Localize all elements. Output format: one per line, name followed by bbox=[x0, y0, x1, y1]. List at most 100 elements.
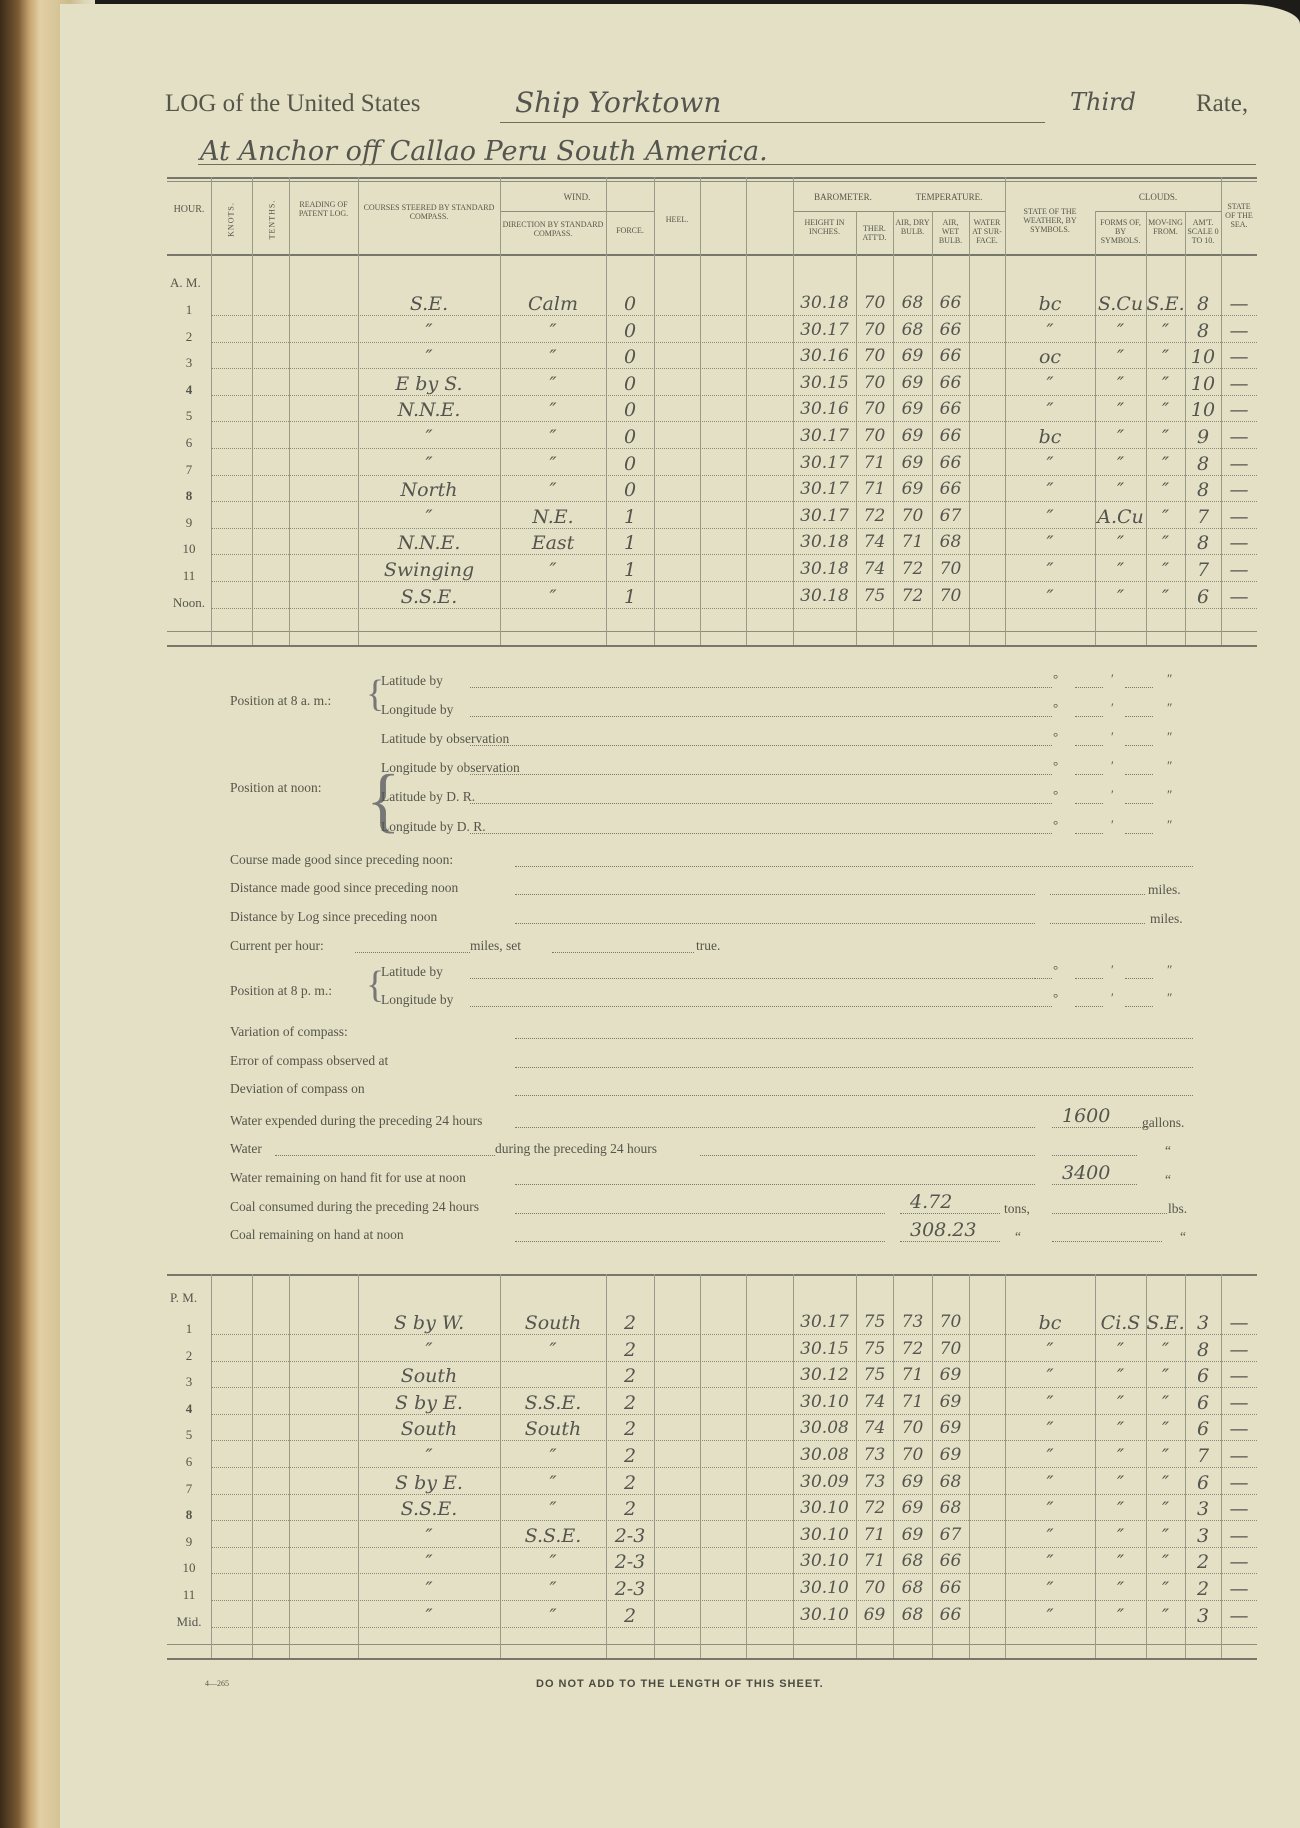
table-top-rule bbox=[167, 1274, 1257, 1276]
column-divider bbox=[932, 211, 933, 645]
form-label: during the preceding 24 hours bbox=[495, 1141, 657, 1156]
cell-dry: 69 bbox=[901, 452, 924, 473]
column-divider bbox=[856, 211, 857, 645]
log-page bbox=[60, 4, 1300, 1828]
cell-courses: S by W. bbox=[393, 1312, 465, 1334]
unit-mark: ″ bbox=[1167, 990, 1173, 1005]
hour-label: Noon. bbox=[172, 594, 206, 610]
cell-amount: 6 bbox=[1196, 1418, 1210, 1441]
cell-wind-direction: ″ bbox=[549, 372, 557, 395]
form-label: Course made good since preceding noon: bbox=[230, 852, 454, 867]
value-blank bbox=[1052, 1241, 1162, 1242]
value-blank bbox=[1035, 1006, 1052, 1007]
value-blank bbox=[900, 1241, 1000, 1242]
dotted-rule bbox=[515, 1241, 885, 1242]
cell-ther: 75 bbox=[863, 1312, 886, 1332]
column-header-water-surface: Water at Sur-face. bbox=[972, 218, 1002, 245]
dotted-rule bbox=[470, 803, 1035, 804]
column-divider bbox=[252, 1274, 253, 1658]
cell-dry: 70 bbox=[901, 505, 924, 526]
row-rule bbox=[211, 368, 1257, 370]
column-header-cloud-moving: Mov-ing from. bbox=[1148, 218, 1183, 236]
cell-moving: ″ bbox=[1161, 452, 1170, 475]
cell-amount: 6 bbox=[1196, 585, 1210, 608]
unit-label: lbs. bbox=[1168, 1201, 1188, 1216]
cell-ther: 72 bbox=[863, 1498, 886, 1519]
cell-weather: ″ bbox=[1046, 585, 1054, 608]
cell-ther: 74 bbox=[863, 1418, 886, 1439]
unit-mark: ″ bbox=[1167, 817, 1173, 832]
cell-ther: 74 bbox=[863, 1391, 886, 1412]
cell-courses: S.S.E. bbox=[400, 1498, 458, 1521]
cell-wind-direction: ″ bbox=[549, 426, 557, 448]
cell-forms: ″ bbox=[1116, 426, 1125, 448]
cell-sea: — bbox=[1229, 346, 1249, 369]
cell-weather: ″ bbox=[1046, 559, 1054, 581]
cell-wet: 66 bbox=[939, 1604, 962, 1625]
dotted-rule bbox=[275, 1155, 495, 1156]
cell-wet: 68 bbox=[939, 532, 962, 553]
cell-moving: ″ bbox=[1161, 372, 1170, 395]
unit-mark: ° bbox=[1053, 962, 1059, 977]
unit-mark: ° bbox=[1053, 817, 1059, 832]
form-label: Deviation of compass on bbox=[230, 1081, 365, 1096]
hour-label: 2 bbox=[185, 1347, 193, 1363]
cell-moving: ″ bbox=[1161, 532, 1170, 555]
cell-weather: bc bbox=[1038, 426, 1062, 448]
column-divider bbox=[746, 1274, 747, 1658]
column-divider bbox=[1185, 1274, 1186, 1658]
dotted-rule bbox=[515, 1213, 885, 1214]
cell-courses: S.S.E. bbox=[400, 585, 458, 608]
hour-label: 10 bbox=[182, 1560, 196, 1576]
cell-wind-direction: S.S.E. bbox=[524, 1391, 582, 1414]
cell-forms: ″ bbox=[1116, 1524, 1125, 1547]
cell-force: 2 bbox=[623, 1445, 637, 1467]
row-rule bbox=[211, 1573, 1257, 1575]
group-header-wind: Wind. bbox=[563, 192, 591, 202]
cell-courses: N.N.E. bbox=[397, 532, 461, 555]
cell-height: 30.09 bbox=[800, 1471, 849, 1492]
cell-moving: ″ bbox=[1161, 1418, 1170, 1441]
cell-force: 2 bbox=[623, 1471, 637, 1494]
hour-label: 9 bbox=[185, 514, 193, 530]
cell-height: 30.08 bbox=[800, 1445, 849, 1465]
cell-forms: ″ bbox=[1116, 559, 1125, 581]
cell-wet: 69 bbox=[939, 1391, 962, 1412]
cell-weather: bc bbox=[1038, 1312, 1062, 1334]
handwritten-value: 308.23 bbox=[910, 1219, 977, 1241]
cell-weather: ″ bbox=[1046, 1445, 1054, 1467]
column-divider bbox=[654, 177, 655, 645]
row-rule bbox=[211, 394, 1257, 396]
cell-sea: — bbox=[1229, 1604, 1249, 1627]
wind-group-rule bbox=[500, 211, 654, 212]
cell-wet: 66 bbox=[939, 426, 962, 446]
cell-moving: ″ bbox=[1161, 479, 1170, 502]
column-divider bbox=[1095, 1274, 1096, 1658]
cell-sea: — bbox=[1229, 1338, 1249, 1361]
cell-force: 2 bbox=[623, 1365, 637, 1388]
cell-weather: ″ bbox=[1046, 1524, 1054, 1547]
cell-weather: ″ bbox=[1046, 1418, 1054, 1441]
column-divider bbox=[606, 177, 607, 645]
table-bottom-rule bbox=[167, 631, 1257, 632]
dotted-rule bbox=[515, 1127, 1035, 1128]
cell-force: 1 bbox=[623, 559, 637, 581]
cell-forms: ″ bbox=[1116, 1445, 1125, 1467]
cell-ther: 70 bbox=[863, 426, 886, 446]
column-divider bbox=[289, 177, 290, 645]
unit-mark: ′ bbox=[1111, 700, 1114, 715]
cell-force: 0 bbox=[623, 452, 637, 475]
value-blank bbox=[1125, 978, 1153, 979]
position-label: Longitude by bbox=[381, 702, 454, 717]
cell-courses: Swinging bbox=[383, 559, 475, 581]
value-blank bbox=[355, 952, 470, 953]
value-blank bbox=[1035, 687, 1052, 688]
cell-wet: 66 bbox=[939, 479, 962, 500]
cell-courses: S by E. bbox=[395, 1471, 463, 1494]
table-top-rule bbox=[167, 177, 1257, 179]
log-title-prefix: LOG of the United States bbox=[165, 90, 421, 117]
form-label: Error of compass observed at bbox=[230, 1053, 389, 1068]
value-blank bbox=[1050, 894, 1145, 895]
column-divider bbox=[1005, 1274, 1006, 1658]
hour-label: 5 bbox=[185, 408, 193, 424]
